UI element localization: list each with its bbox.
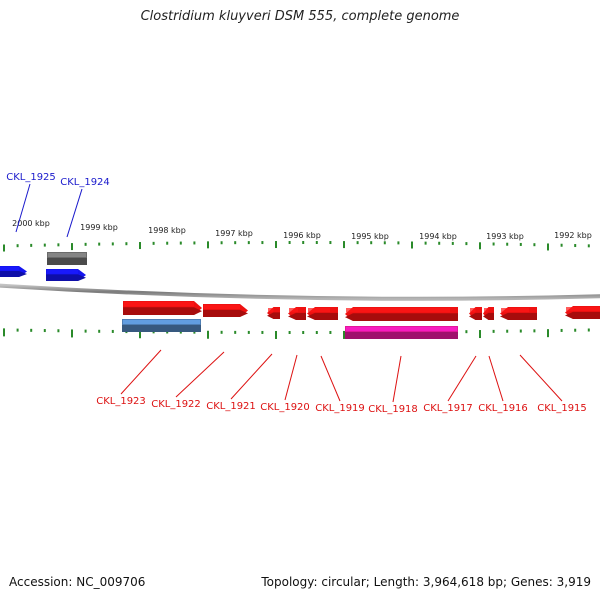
gene-highlight (268, 308, 274, 312)
gene-highlight (346, 308, 450, 313)
gene-label-ckl-1919: CKL_1919 (315, 403, 365, 414)
gene-shadow (565, 311, 600, 320)
genome-stats-label: Topology: circular; Length: 3,964,618 bp… (261, 575, 591, 589)
gene-highlight (346, 327, 457, 332)
gene-ckl-1917 (469, 307, 482, 320)
leader-line (66, 188, 83, 238)
gene-highlight (0, 267, 19, 271)
gene-shadow (0, 270, 27, 278)
leader-line (392, 355, 402, 403)
gene-label-ckl-1923: CKL_1923 (96, 396, 146, 407)
leader-line (175, 351, 225, 398)
leader-line (15, 183, 31, 233)
gene-label-ckl-1916: CKL_1916 (478, 403, 528, 414)
gene-label-ckl-1918: CKL_1918 (368, 404, 418, 415)
leader-line (447, 355, 477, 402)
gene-label-ckl-1925: CKL_1925 (6, 172, 56, 183)
kbp-label: 1994 kbp (419, 232, 457, 241)
kbp-label: 1999 kbp (80, 223, 118, 232)
accession-label: Accession: NC_009706 (9, 575, 146, 589)
gene-label-ckl-1920: CKL_1920 (260, 402, 310, 413)
gene-label-ckl-1917: CKL_1917 (423, 403, 473, 414)
tick-row-bottom (3, 328, 590, 339)
gene-ckl-1919 (307, 307, 338, 320)
leader-line (120, 349, 162, 395)
gene-ckl-1921 (267, 307, 280, 319)
tick-row-top (3, 241, 590, 252)
gene-track (0, 252, 600, 339)
gene-shadow (203, 309, 248, 317)
gene-label-ckl-1922: CKL_1922 (151, 399, 201, 410)
gene-shadow (123, 307, 202, 315)
gene-shadow (122, 324, 201, 332)
gene-highlight (484, 308, 489, 313)
gene-ckl-1924 (46, 269, 86, 281)
gene-highlight (204, 305, 240, 310)
leader-line (488, 355, 504, 402)
gene-label-ckl-1921: CKL_1921 (206, 401, 256, 412)
gene-ckl-1924-extra (47, 252, 87, 265)
gene-shadow (469, 312, 482, 320)
gene-highlight (501, 308, 529, 313)
gene-shadow (307, 312, 338, 320)
kbp-label: 1998 kbp (148, 226, 186, 235)
gene-highlight (470, 308, 476, 313)
gene-highlight (47, 270, 78, 274)
gene-ckl-1918 (345, 307, 458, 321)
gene-label-row: CKL_1925 CKL_1924 CKL_1923 CKL_1922 CKL_1921… (6, 172, 587, 415)
leader-line (284, 354, 298, 401)
leader-line (320, 355, 341, 402)
kbp-label: 1992 kbp (554, 231, 592, 240)
gene-ckl-1915 (500, 307, 537, 320)
gene-ckl-1918-sub (345, 326, 458, 339)
gene-shadow (345, 331, 458, 339)
gene-highlight (123, 320, 200, 325)
gene-label-ckl-1924: CKL_1924 (60, 177, 110, 188)
kbp-label-row: 2000 kbp 1999 kbp 1998 kbp 1997 kbp 1996 kbp… (12, 219, 592, 241)
kbp-label: 1997 kbp (215, 229, 253, 238)
gene-ckl-1922 (203, 304, 248, 317)
kbp-label: 1995 kbp (351, 232, 389, 241)
gene-shadow (46, 274, 86, 281)
gene-ckl-1914 (565, 306, 600, 320)
gene-shadow (483, 312, 494, 320)
label-leader-lines (15, 183, 563, 403)
gene-ckl-1916 (483, 307, 494, 320)
gene-ckl-1923 (123, 301, 202, 315)
genome-backbone (0, 283, 600, 301)
gene-highlight (48, 253, 86, 258)
gene-highlight (308, 308, 330, 313)
gene-shadow (47, 257, 87, 265)
leader-line (519, 354, 563, 402)
kbp-label: 1993 kbp (486, 232, 524, 241)
kbp-label: 1996 kbp (283, 231, 321, 240)
gene-highlight (289, 308, 298, 313)
gene-ckl-1925 (0, 266, 27, 278)
gene-shadow (500, 312, 537, 320)
gene-ckl-1920 (288, 307, 306, 320)
gene-ckl-1923-sub (122, 319, 201, 332)
kbp-label: 2000 kbp (12, 219, 50, 228)
genome-title: Clostridium kluyveri DSM 555, complete g… (140, 9, 460, 24)
gene-highlight (124, 302, 194, 307)
leader-line (230, 353, 273, 400)
gene-shadow (345, 313, 458, 321)
gene-label-ckl-1915: CKL_1915 (537, 403, 587, 414)
gene-shadow (288, 312, 306, 320)
gene-highlight (566, 307, 600, 312)
